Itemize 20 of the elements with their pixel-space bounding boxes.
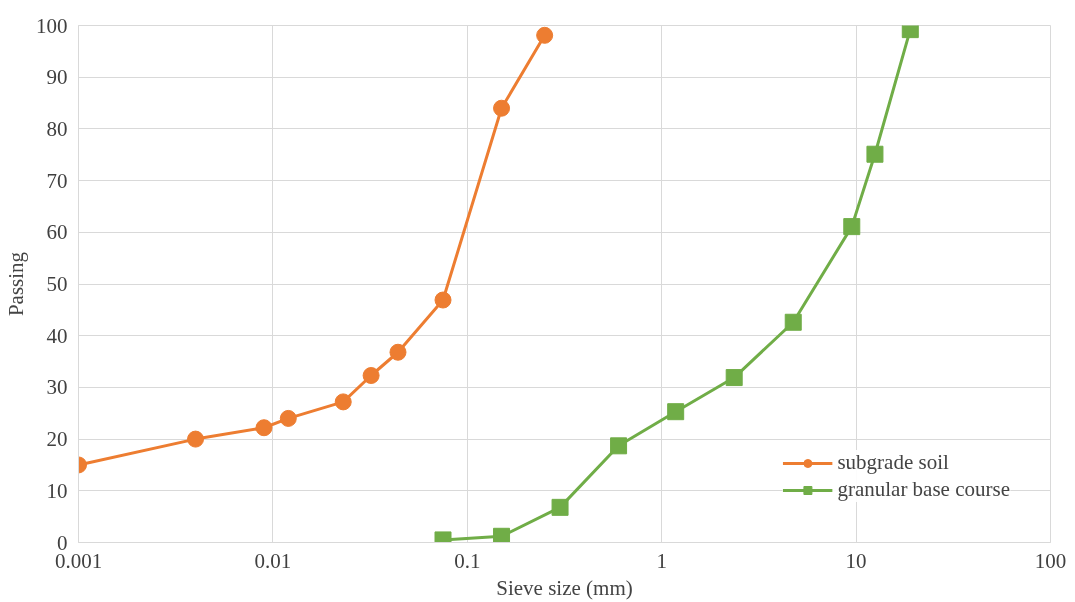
y-tick-label: 60 [46,220,68,245]
legend-label: granular base course [837,477,1010,502]
y-tick-label: 40 [46,323,68,348]
y-tick-label: 100 [36,13,68,38]
legend-label: subgrade soil [837,450,949,475]
y-tick-label: 70 [46,168,68,193]
y-tick-label: 20 [46,427,68,452]
y-tick-label: 80 [46,116,68,141]
y-tick-label: 50 [46,272,68,296]
y-axis-title: Passing [4,251,28,317]
x-tick-label: 100 [1034,548,1067,573]
x-tick-label: 1 [656,548,667,573]
y-tick-label: 0 [57,530,68,555]
y-tick-label: 10 [46,478,68,503]
x-axis-title: Sieve size (mm) [496,575,633,600]
y-tick-label: 30 [46,375,68,400]
x-tick-label: 10 [845,548,867,573]
x-tick-label: 0.1 [454,548,481,573]
y-tick-label: 90 [46,65,68,90]
x-tick-label: 0.01 [254,548,292,573]
